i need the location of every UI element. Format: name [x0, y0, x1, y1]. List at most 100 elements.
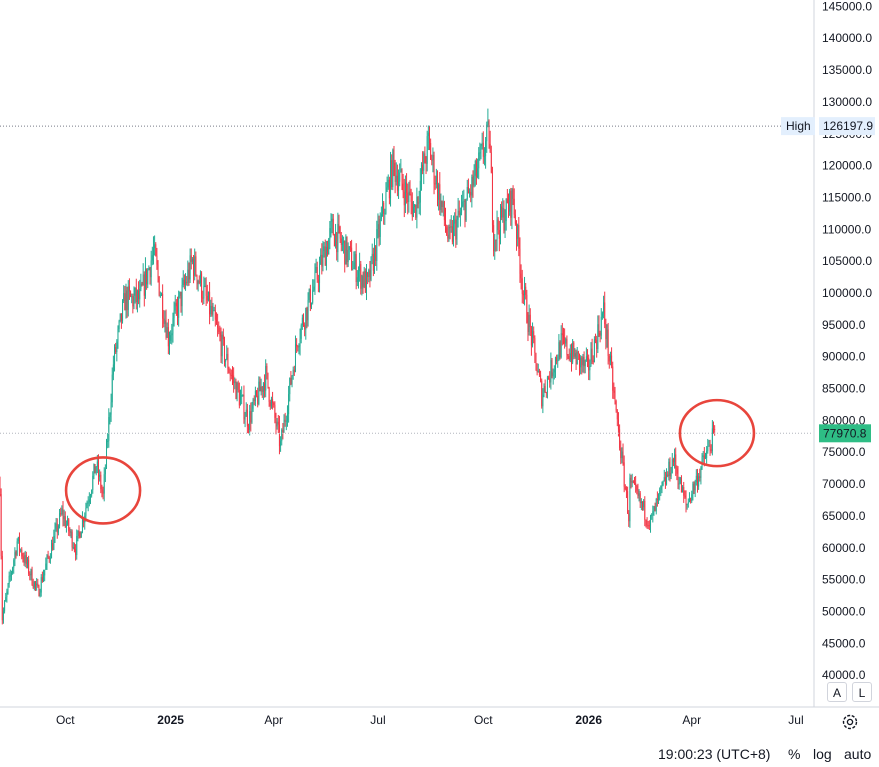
price-labels: High 126197.9 77970.8 [781, 117, 875, 443]
candle-body [462, 201, 464, 207]
candle-body [490, 152, 492, 173]
candle-body [378, 224, 380, 237]
candle-body [603, 302, 605, 314]
candle-body [348, 246, 350, 250]
candle-body [456, 219, 458, 240]
candle-body [213, 310, 215, 312]
candle-body [623, 462, 625, 487]
candle-body [569, 353, 571, 360]
candle-body [69, 531, 71, 533]
candle-body [99, 474, 101, 477]
candle-body [519, 248, 521, 274]
candle-body [359, 264, 361, 272]
candle-body [329, 228, 331, 240]
lock-scale-button[interactable]: L [852, 682, 872, 702]
candle-body [425, 163, 427, 165]
candle-body [661, 485, 663, 487]
candle-body [399, 172, 401, 182]
price-chart-svg[interactable]: 40000.0 45000.0 50000.0 55000.0 60000.0 65000… [0, 0, 879, 740]
candle-body [372, 253, 374, 271]
candle-body [351, 247, 353, 270]
candle-body [407, 192, 409, 203]
candle-body [178, 295, 180, 318]
candle-body [650, 515, 652, 526]
candle-body [33, 581, 35, 588]
candle-body [690, 498, 692, 502]
candle-body [166, 327, 168, 338]
candle-body [40, 577, 42, 593]
candle-body [441, 200, 443, 208]
y-tick-label: 75000.0 [822, 445, 866, 459]
candle-body [244, 416, 246, 420]
candle-body [432, 154, 434, 160]
candle-body [671, 459, 673, 473]
candle-body [284, 419, 286, 422]
candle-body [9, 575, 11, 577]
candle-body [183, 279, 185, 285]
auto-scale-button[interactable]: A [827, 682, 847, 702]
candle-body [79, 532, 81, 538]
candle-body [459, 212, 461, 215]
candle-body [636, 485, 638, 491]
candle-body [528, 314, 530, 332]
candle-body [526, 294, 528, 323]
candle-body [65, 524, 67, 528]
candle-body [319, 264, 321, 283]
candle-body [305, 307, 307, 330]
candle-body [292, 369, 294, 376]
candle-body [17, 537, 19, 542]
candle-body [482, 142, 484, 157]
candle-body [243, 394, 245, 420]
candle-body [692, 483, 694, 495]
candle-body [674, 454, 676, 463]
candle-body [679, 477, 681, 484]
candle-body [357, 271, 359, 278]
candle-body [576, 351, 578, 365]
log-toggle[interactable]: log [813, 746, 832, 762]
candle-body [581, 357, 583, 366]
candle-body [157, 264, 159, 277]
auto-toggle[interactable]: auto [844, 746, 872, 762]
candle-body [258, 381, 260, 405]
settings-icon[interactable] [842, 714, 858, 730]
time-zone-clock[interactable]: 19:00:23 (UTC+8) [658, 746, 771, 762]
candle-body [604, 302, 606, 325]
candle-body [612, 366, 614, 391]
candle-body [535, 352, 537, 371]
candle-body [330, 221, 332, 229]
candle-body [335, 232, 337, 247]
candle-body [259, 381, 261, 392]
candle-body [47, 555, 49, 558]
candle-body [485, 141, 487, 157]
chart-area[interactable]: 40000.0 45000.0 50000.0 55000.0 60000.0 65000… [0, 0, 879, 740]
high-badge [781, 117, 815, 136]
candle-body [567, 354, 569, 357]
percent-toggle[interactable]: % [788, 746, 801, 762]
candle-body [274, 405, 276, 418]
candle-body [198, 280, 200, 284]
candle-body [616, 410, 618, 420]
candle-body [182, 279, 184, 285]
annotation-ellipse [64, 456, 142, 525]
candle-body [536, 370, 538, 373]
candle-body [559, 342, 561, 358]
time-axis[interactable]: Oct 2025 Apr Jul Oct 2026 Apr Jul [56, 713, 804, 727]
candle-body [322, 251, 324, 267]
candle-body [349, 246, 351, 248]
candle-body [451, 226, 453, 242]
candle-body [122, 301, 124, 322]
candle-body [544, 385, 546, 393]
price-axis[interactable]: 40000.0 45000.0 50000.0 55000.0 60000.0 65000… [822, 0, 872, 682]
candle-body [41, 577, 43, 582]
candle-body [291, 375, 293, 385]
candle-body [270, 399, 272, 407]
candle-body [669, 461, 671, 477]
candle-body [488, 121, 490, 144]
candle-body [300, 325, 302, 339]
candle-body [201, 273, 203, 298]
candle-body [140, 283, 142, 289]
candle-body [622, 451, 624, 463]
candle-body [142, 274, 144, 286]
candle-body [338, 223, 340, 227]
candle-body [693, 483, 695, 491]
